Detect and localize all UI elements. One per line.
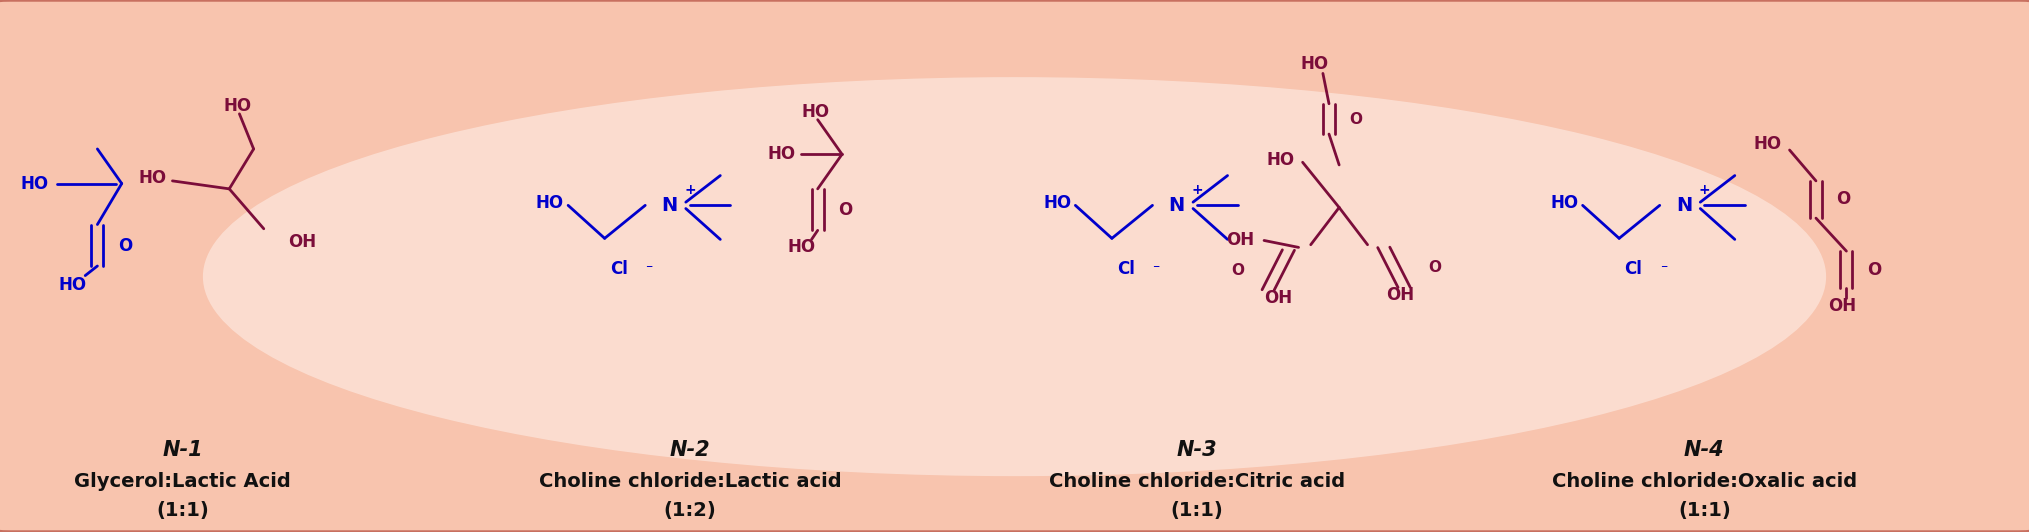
Text: HO: HO (223, 97, 252, 115)
Text: Cl: Cl (611, 260, 627, 278)
Text: O: O (1867, 261, 1881, 279)
Text: Cl: Cl (1625, 260, 1641, 278)
Text: O: O (1836, 190, 1850, 209)
Text: N: N (661, 196, 678, 215)
Text: (1:1): (1:1) (1171, 501, 1223, 520)
Text: HO: HO (20, 174, 49, 193)
Text: O: O (118, 237, 132, 255)
Text: OH: OH (1828, 297, 1857, 315)
Text: HO: HO (1266, 151, 1295, 169)
Text: Glycerol:Lactic Acid: Glycerol:Lactic Acid (75, 472, 290, 491)
Text: HO: HO (1550, 194, 1579, 212)
Text: Choline chloride:Lactic acid: Choline chloride:Lactic acid (538, 472, 842, 491)
Text: HO: HO (138, 169, 166, 187)
Text: HO: HO (536, 194, 564, 212)
Text: +: + (684, 184, 696, 197)
Text: (1:1): (1:1) (156, 501, 209, 520)
Text: HO: HO (801, 103, 830, 121)
Text: OH: OH (1386, 286, 1414, 304)
Text: HO: HO (1301, 55, 1329, 73)
Text: ⁻: ⁻ (1660, 262, 1668, 276)
Text: HO: HO (787, 238, 816, 256)
Text: N-3: N-3 (1177, 439, 1217, 460)
Text: Cl: Cl (1118, 260, 1134, 278)
Text: O: O (1232, 263, 1244, 278)
Text: HO: HO (767, 145, 795, 163)
Text: ⁻: ⁻ (1152, 262, 1161, 276)
Text: N-1: N-1 (162, 439, 203, 460)
Text: ⁻: ⁻ (645, 262, 653, 276)
Text: (1:1): (1:1) (1678, 501, 1731, 520)
Text: O: O (838, 201, 852, 219)
Text: HO: HO (1043, 194, 1071, 212)
Text: OH: OH (1226, 231, 1254, 250)
Text: +: + (1698, 184, 1710, 197)
Text: (1:2): (1:2) (663, 501, 716, 520)
Text: OH: OH (288, 233, 317, 251)
Text: O: O (1349, 112, 1361, 127)
Text: Choline chloride:Citric acid: Choline chloride:Citric acid (1049, 472, 1345, 491)
Text: O: O (1428, 260, 1441, 275)
Text: +: + (1191, 184, 1203, 197)
Text: N: N (1676, 196, 1692, 215)
Ellipse shape (203, 77, 1826, 476)
Text: HO: HO (1753, 135, 1781, 153)
Text: N: N (1169, 196, 1185, 215)
Text: N-4: N-4 (1684, 439, 1725, 460)
Text: Choline chloride:Oxalic acid: Choline chloride:Oxalic acid (1552, 472, 1857, 491)
Text: N-2: N-2 (670, 439, 710, 460)
Text: HO: HO (59, 276, 87, 294)
Text: OH: OH (1264, 289, 1292, 307)
